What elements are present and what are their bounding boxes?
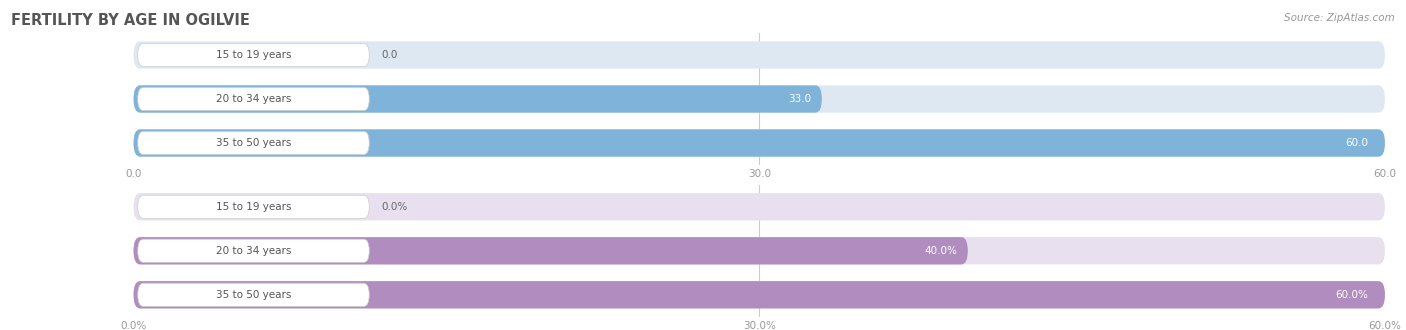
Text: 35 to 50 years: 35 to 50 years [215, 138, 291, 148]
FancyBboxPatch shape [138, 44, 370, 67]
FancyBboxPatch shape [134, 85, 821, 113]
Text: 60.0: 60.0 [1346, 138, 1368, 148]
FancyBboxPatch shape [134, 85, 1385, 113]
FancyBboxPatch shape [138, 195, 370, 218]
Text: Source: ZipAtlas.com: Source: ZipAtlas.com [1284, 13, 1395, 23]
FancyBboxPatch shape [134, 281, 1385, 309]
FancyBboxPatch shape [134, 237, 967, 264]
FancyBboxPatch shape [138, 239, 370, 262]
Text: 15 to 19 years: 15 to 19 years [215, 50, 291, 60]
FancyBboxPatch shape [134, 41, 1385, 69]
FancyBboxPatch shape [134, 129, 1385, 157]
Text: 20 to 34 years: 20 to 34 years [215, 246, 291, 256]
FancyBboxPatch shape [134, 237, 1385, 264]
FancyBboxPatch shape [134, 129, 1385, 157]
Text: 60.0%: 60.0% [1336, 290, 1368, 300]
Text: 35 to 50 years: 35 to 50 years [215, 290, 291, 300]
Text: 33.0: 33.0 [789, 94, 811, 104]
Text: 0.0: 0.0 [382, 50, 398, 60]
FancyBboxPatch shape [134, 193, 1385, 220]
FancyBboxPatch shape [138, 131, 370, 154]
FancyBboxPatch shape [138, 283, 370, 306]
FancyBboxPatch shape [134, 281, 1385, 309]
Text: 15 to 19 years: 15 to 19 years [215, 202, 291, 212]
Text: 20 to 34 years: 20 to 34 years [215, 94, 291, 104]
Text: 40.0%: 40.0% [925, 246, 957, 256]
FancyBboxPatch shape [138, 87, 370, 111]
Text: FERTILITY BY AGE IN OGILVIE: FERTILITY BY AGE IN OGILVIE [11, 13, 250, 28]
Text: 0.0%: 0.0% [382, 202, 408, 212]
